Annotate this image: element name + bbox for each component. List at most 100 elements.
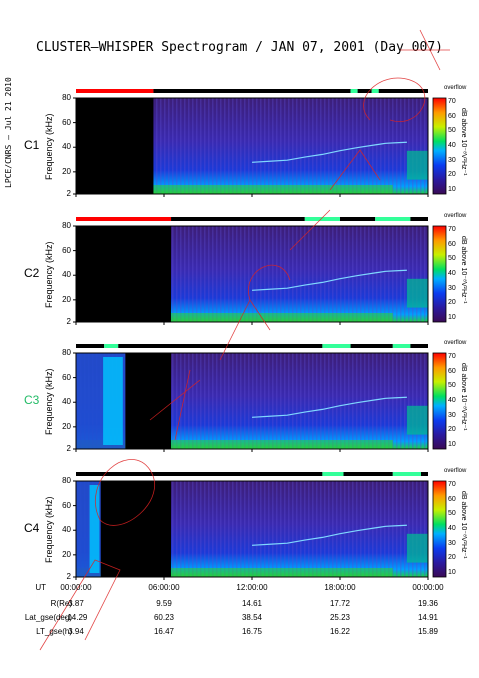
colorbar-label: dB above 10⁻⁸V²Hz⁻¹ <box>460 363 467 431</box>
colorbar <box>432 352 447 450</box>
low-frequency-band <box>76 568 393 577</box>
ut-axis-label: UT <box>35 583 46 592</box>
early-emission-core <box>103 357 123 445</box>
ephemeris-value: 16.47 <box>153 627 175 636</box>
colorbar-tick-label: 50 <box>448 510 456 518</box>
panel-c3 <box>73 344 447 452</box>
ephemeris-value: 16.75 <box>241 627 263 636</box>
status-bar-segment <box>343 472 393 476</box>
colorbar-tick-label: 60 <box>448 367 456 375</box>
data-gap <box>100 481 172 577</box>
status-bar-segment <box>392 344 411 348</box>
status-bar-segment <box>76 344 105 348</box>
colorbar-tick-label: 20 <box>448 554 456 562</box>
status-bar-segment <box>304 217 340 221</box>
y-tick-label: 80 <box>62 348 71 357</box>
plasma-line <box>251 141 407 163</box>
status-bar-segment <box>76 472 323 476</box>
status-bar-segment <box>171 217 305 221</box>
colorbar-tick-label: 40 <box>448 397 456 404</box>
colorbar-label: dB above 10⁻⁸V²Hz⁻¹ <box>460 491 467 559</box>
ephemeris-value: 3.87 <box>68 599 84 608</box>
status-bar-segment <box>340 217 376 221</box>
end-emission <box>406 405 428 435</box>
ephemeris-value: 14.91 <box>417 613 439 622</box>
y-axis-label: Frequency (kHz) <box>44 113 54 180</box>
low-frequency-band <box>76 185 393 194</box>
panel-c4 <box>73 472 447 580</box>
colorbar <box>432 480 447 578</box>
status-bar-segment <box>371 89 379 93</box>
colorbar <box>432 225 447 323</box>
x-tick-label: 18:00:00 <box>324 583 356 592</box>
ephemeris-value: -14.29 <box>64 613 88 622</box>
colorbar-tick-label: 50 <box>448 382 456 390</box>
satellite-label-c2: C2 <box>24 266 40 280</box>
status-bar-segment <box>153 89 351 93</box>
chart-title: CLUSTER–WHISPER Spectrogram / JAN 07, 20… <box>36 40 443 55</box>
colorbar-tick-label: 20 <box>448 299 456 307</box>
colorbar-tick-label: 30 <box>448 539 456 547</box>
y-tick-label: 20 <box>62 294 71 304</box>
colorbar-tick-label: 30 <box>448 411 456 419</box>
panel-c1 <box>73 89 447 197</box>
ephemeris-value: 19.36 <box>417 599 439 608</box>
y-tick-label: 60 <box>62 500 71 510</box>
data-gap <box>76 226 172 322</box>
y-tick-label: 40 <box>62 525 71 535</box>
end-emission <box>406 533 428 563</box>
plasma-line <box>251 396 407 418</box>
colorbar-tick-label: 70 <box>448 353 456 360</box>
satellite-label-c3: C3 <box>24 393 40 407</box>
ephemeris-value: 17.72 <box>329 599 351 608</box>
end-emission <box>406 278 428 308</box>
colorbar-tick-label: 10 <box>448 441 456 448</box>
y-axis-label: Frequency (kHz) <box>44 496 54 563</box>
y-tick-label: 60 <box>62 372 71 382</box>
status-bar-segment <box>350 344 393 348</box>
data-gap <box>125 353 172 449</box>
status-bar-segment <box>392 472 421 476</box>
ephemeris-value: 60.23 <box>153 613 175 622</box>
x-tick-label: 06:00:00 <box>148 583 180 592</box>
colorbar-tick-label: 70 <box>448 98 456 105</box>
colorbar-tick-label: 10 <box>448 186 456 193</box>
y-tick-label: 40 <box>62 397 71 407</box>
status-bar-segment <box>350 89 358 93</box>
status-bar-segment <box>410 344 428 348</box>
colorbar-tick-label: 30 <box>448 156 456 164</box>
low-frequency-band <box>76 440 393 449</box>
y-axis-label: Frequency (kHz) <box>44 368 54 435</box>
y-tick-label: 2 <box>66 189 71 198</box>
y-tick-label: 80 <box>62 221 71 230</box>
overflow-label: overflow <box>444 85 467 91</box>
ephemeris-label: R(Re) <box>50 599 72 608</box>
panel-c2 <box>73 217 447 325</box>
y-tick-label: 2 <box>66 572 71 581</box>
y-tick-label: 20 <box>62 549 71 559</box>
satellite-label-c1: C1 <box>24 138 40 152</box>
ephemeris-value: 15.89 <box>417 627 439 636</box>
y-tick-label: 60 <box>62 117 71 127</box>
status-bar-segment <box>104 344 119 348</box>
colorbar-tick-label: 60 <box>448 240 456 248</box>
ephemeris-label: LT_gse(h) <box>36 627 72 636</box>
colorbar-tick-label: 20 <box>448 171 456 179</box>
status-bar-segment <box>76 89 154 93</box>
status-bar-segment <box>375 217 411 221</box>
low-frequency-band <box>76 313 393 322</box>
x-tick-label: 00:00:00 <box>412 583 444 592</box>
status-bar-segment <box>357 89 372 93</box>
x-tick-label: 12:00:00 <box>236 583 268 592</box>
colorbar-tick-label: 50 <box>448 255 456 263</box>
y-tick-label: 80 <box>62 476 71 485</box>
data-gap <box>76 98 154 194</box>
y-tick-label: 2 <box>66 317 71 326</box>
status-bar-segment <box>322 344 351 348</box>
satellite-label-c4: C4 <box>24 521 40 535</box>
watermark <box>39 29 450 651</box>
status-bar-segment <box>420 472 428 476</box>
status-bar-segment <box>378 89 428 93</box>
